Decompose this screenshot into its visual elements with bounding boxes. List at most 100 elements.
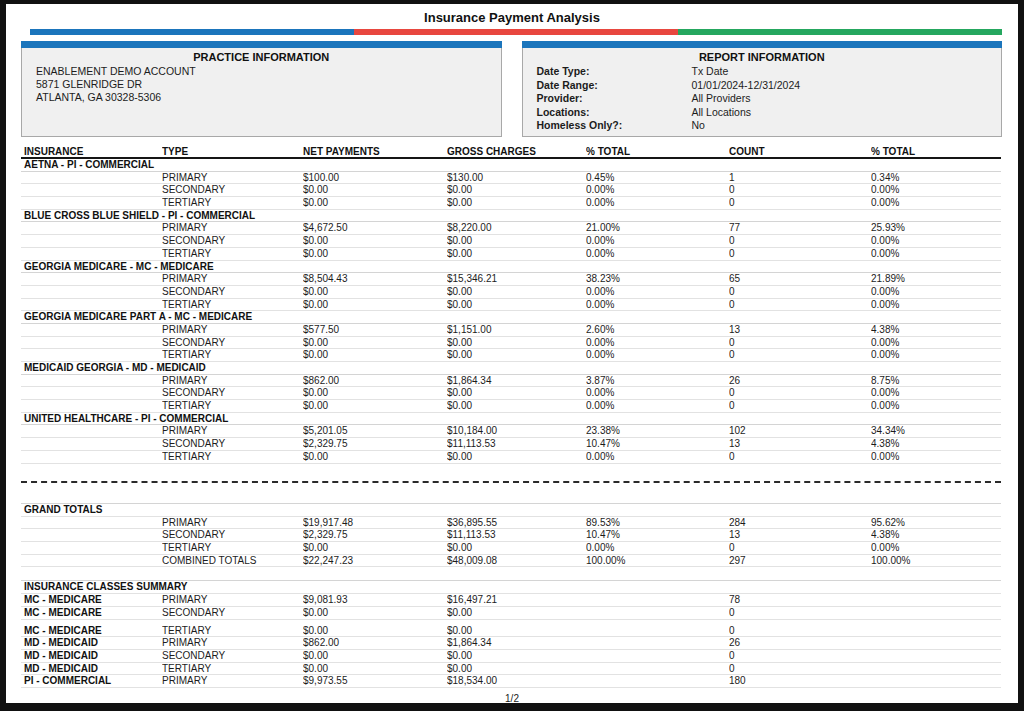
table-cell: 34.34% [871,425,1001,437]
table-cell [586,663,729,675]
table-row: PRIMARY$5,201.05$10,184.0023.38%10234.34… [21,425,1001,438]
table-cell: $19,917.48 [303,517,447,529]
table-cell: $0.00 [303,349,447,361]
table-cell: $0.00 [303,625,447,637]
table-cell: 0 [729,337,871,349]
table-cell: 0.00% [871,451,1001,463]
table-row: SECONDARY$2,329.75$11,113.5310.47%134.38… [21,438,1001,451]
table-row: MD - MEDICAIDPRIMARY$862.00$1,864.3426 [21,637,1001,650]
table-cell: 0 [729,387,871,399]
table-cell: 0.00% [586,299,729,311]
table-cell: SECONDARY [162,529,303,541]
group-header-row: MEDICAID GEORGIA - MD - MEDICAID [21,362,1001,375]
table-cell [586,637,729,649]
table-cell: COMBINED TOTALS [162,555,303,567]
table-cell: PRIMARY [162,517,303,529]
table-cell: 0 [729,286,871,298]
table-row: MC - MEDICARESECONDARY$0.00$0.000 [21,607,1001,620]
table-cell [24,286,162,298]
table-cell: $15,346.21 [447,273,586,285]
report-parameter-row: Provider:All Providers [537,92,988,106]
divider-blue-segment [30,29,354,35]
table-cell: $0.00 [303,663,447,675]
practice-address: ENABLEMENT DEMO ACCOUNT5871 GLENRIDGE DR… [36,65,487,104]
table-cell: $0.00 [447,625,586,637]
table-cell: 284 [729,517,871,529]
table-cell: 21.89% [871,273,1001,285]
table-cell [24,273,162,285]
table-row: PRIMARY$862.00$1,864.343.87%268.75% [21,375,1001,388]
table-cell: $862.00 [303,375,447,387]
report-parameter-value: Tx Date [692,65,988,79]
report-parameter-label: Locations: [537,106,692,120]
table-cell: % TOTAL [586,145,729,157]
table-cell: $862.00 [303,637,447,649]
table-cell: SECONDARY [162,286,303,298]
table-cell: $8,504.43 [303,273,447,285]
table-row: TERTIARY$0.00$0.000.00%00.00% [21,451,1001,464]
table-cell: MC - MEDICARE [24,607,162,619]
table-cell: PRIMARY [162,675,303,687]
table-row: PI - COMMERCIALPRIMARY$9,973.55$18,534.0… [21,675,1001,688]
table-cell: 2.60% [586,324,729,336]
table-cell [586,675,729,687]
table-row: SECONDARY$2,329.75$11,113.5310.47%134.38… [21,529,1001,542]
table-row: SECONDARY$0.00$0.000.00%00.00% [21,184,1001,197]
table-row: MD - MEDICAIDSECONDARY$0.00$0.000 [21,650,1001,663]
table-cell: SECONDARY [162,438,303,450]
table-cell: $2,329.75 [303,438,447,450]
table-cell: 0.00% [586,197,729,209]
table-cell: $0.00 [447,349,586,361]
table-cell [871,625,1001,637]
table-cell: $0.00 [447,387,586,399]
table-cell: 0 [729,197,871,209]
table-cell: 100.00% [586,555,729,567]
table-cell: 0.00% [586,349,729,361]
table-cell: 4.38% [871,438,1001,450]
report-title: Insurance Payment Analysis [6,10,1018,25]
table-cell: PI - COMMERCIAL [24,675,162,687]
table-cell: TERTIARY [162,542,303,554]
table-cell: 0.00% [586,184,729,196]
table-cell: $11,113.53 [447,529,586,541]
table-cell: $2,329.75 [303,529,447,541]
table-row: TERTIARY$0.00$0.000.00%00.00% [21,400,1001,413]
table-cell [24,299,162,311]
divider-green-segment [678,29,1002,35]
table-cell: 13 [729,324,871,336]
table-cell [871,637,1001,649]
practice-information-header: PRACTICE INFORMATION [36,50,487,65]
table-cell: $0.00 [447,248,586,260]
table-row: TERTIARY$0.00$0.000.00%00.00% [21,349,1001,362]
table-cell: $0.00 [303,542,447,554]
table-cell [871,594,1001,606]
table-cell: 0 [729,650,871,662]
table-cell: 10.47% [586,438,729,450]
info-panels-row: PRACTICE INFORMATION ENABLEMENT DEMO ACC… [21,41,1002,137]
table-cell: 0.00% [871,197,1001,209]
table-cell [24,529,162,541]
table-cell: MD - MEDICAID [24,663,162,675]
table-row: SECONDARY$0.00$0.000.00%00.00% [21,337,1001,350]
table-row: TERTIARY$0.00$0.000.00%00.00% [21,299,1001,312]
table-cell: NET PAYMENTS [303,145,447,157]
table-cell: $0.00 [447,184,586,196]
table-cell: % TOTAL [871,145,1001,157]
table-cell: 0.00% [586,248,729,260]
practice-information-panel: PRACTICE INFORMATION ENABLEMENT DEMO ACC… [21,41,502,137]
table-cell: 0.00% [586,400,729,412]
table-cell [24,517,162,529]
table-cell: 0.00% [586,451,729,463]
table-cell: $5,201.05 [303,425,447,437]
table-cell: 0.45% [586,172,729,184]
table-cell: 0 [729,349,871,361]
table-cell: $0.00 [447,235,586,247]
table-cell: $16,497.21 [447,594,586,606]
table-cell: TERTIARY [162,197,303,209]
table-cell [24,337,162,349]
table-cell: 0 [729,625,871,637]
table-cell: $9,973.55 [303,675,447,687]
table-cell: SECONDARY [162,650,303,662]
grand-totals-header: GRAND TOTALS [21,504,1001,517]
table-cell: $1,864.34 [447,637,586,649]
